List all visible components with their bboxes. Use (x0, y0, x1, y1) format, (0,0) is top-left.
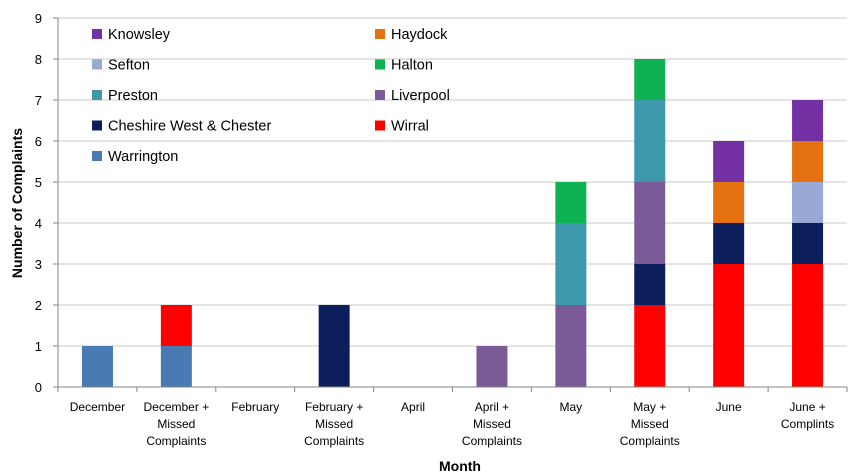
bar-segment (81, 346, 113, 387)
y-tick-label: 2 (35, 298, 42, 313)
y-tick-labels: 0 1 2 3 4 5 6 7 8 9 (35, 11, 42, 395)
x-category-label-line: May (560, 400, 583, 414)
x-category-label-line: Complaints (462, 434, 522, 448)
bar-segment (634, 59, 666, 100)
legend-label: Sefton (108, 58, 150, 74)
y-tick-label: 1 (35, 339, 42, 354)
x-category-label: May (560, 400, 583, 414)
axes (53, 17, 848, 392)
legend-swatch (92, 59, 102, 70)
x-category-label-line: Missed (315, 417, 353, 431)
legend-swatch (375, 59, 385, 70)
bar-segment (555, 182, 587, 223)
x-category-label: June (716, 400, 742, 414)
x-category-label-line: February + (305, 400, 363, 414)
x-category-label-line: Complints (781, 417, 834, 431)
x-category-label-line: Complaints (304, 434, 364, 448)
y-axis-title: Number of Complaints (9, 128, 25, 278)
bar-segment (634, 264, 666, 305)
x-category-label-line: December + (143, 400, 209, 414)
bar-segment (634, 305, 666, 387)
legend-swatch (92, 120, 102, 131)
bar-segment (713, 223, 745, 264)
y-tick-label: 9 (35, 11, 42, 26)
x-category-label-line: April (401, 400, 425, 414)
x-category-label: April + Missed Complaints (462, 400, 522, 448)
bar-segment (160, 305, 192, 346)
y-tick-label: 4 (35, 216, 42, 231)
x-category-label-line: May + (633, 400, 666, 414)
legend-label: Knowsley (108, 27, 171, 43)
bars (81, 59, 824, 387)
legend-label: Warrington (108, 149, 178, 165)
x-category-label-line: April + (475, 400, 509, 414)
bar-segment (160, 346, 192, 387)
y-tick-label: 6 (35, 134, 42, 149)
y-tick-label: 5 (35, 175, 42, 190)
legend-swatch (92, 151, 102, 161)
legend-label: Haydock (391, 27, 448, 43)
x-category-label-line: Missed (473, 417, 511, 431)
x-category-label: April (401, 400, 425, 414)
legend-label: Cheshire West & Chester (108, 119, 271, 135)
bar-segment (713, 264, 745, 387)
legend-label: Liverpool (391, 88, 450, 104)
x-category-labels: December December + Missed ComplaintsFebrua… (70, 400, 834, 448)
legend-label: Preston (108, 88, 158, 104)
x-category-label-line: June (716, 400, 742, 414)
legend-swatch (375, 90, 385, 100)
legend-label: Wirral (391, 119, 429, 135)
x-category-label-line: Complaints (620, 434, 680, 448)
x-category-label-line: December (70, 400, 125, 414)
x-category-label-line: February (231, 400, 279, 414)
y-tick-label: 7 (35, 93, 42, 108)
y-tick-label: 8 (35, 52, 42, 67)
x-category-label-line: Missed (631, 417, 669, 431)
legend: Knowsley Haydock Sefton Halton Preston Liverp… (92, 27, 450, 165)
x-category-label: December + Missed Complaints (143, 400, 209, 448)
x-category-label-line: Complaints (146, 434, 206, 448)
x-category-label: June + Complints (781, 400, 834, 431)
x-category-label: December (70, 400, 125, 414)
bar-segment (555, 305, 587, 387)
bar-segment (713, 141, 745, 182)
bar-segment (792, 100, 824, 141)
bar-segment (555, 223, 587, 305)
legend-swatch (92, 90, 102, 100)
x-axis-title: Month (439, 458, 481, 474)
bar-segment (792, 141, 824, 182)
x-category-label: February (231, 400, 279, 414)
x-category-label: May + Missed Complaints (620, 400, 680, 448)
legend-swatch (92, 29, 102, 39)
legend-label: Halton (391, 58, 433, 74)
bar-segment (792, 182, 824, 223)
x-category-label-line: Missed (157, 417, 195, 431)
legend-swatch (375, 29, 385, 39)
bar-segment (713, 182, 745, 223)
bar-segment (634, 182, 666, 264)
y-tick-label: 0 (35, 380, 42, 395)
bar-segment (634, 100, 666, 182)
x-category-label: February + Missed Complaints (304, 400, 364, 448)
bar-segment (792, 264, 824, 387)
legend-swatch (375, 120, 385, 131)
x-category-label-line: June + (789, 400, 825, 414)
bar-segment (318, 305, 350, 387)
y-tick-label: 3 (35, 257, 42, 272)
bar-segment (476, 346, 508, 387)
bar-segment (792, 223, 824, 264)
